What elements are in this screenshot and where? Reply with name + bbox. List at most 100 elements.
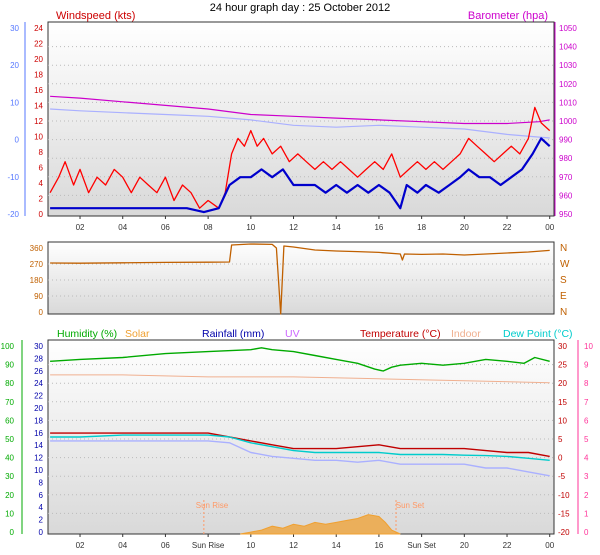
barometer-series xyxy=(50,95,550,125)
temp-x-tick-label: 16 xyxy=(374,541,383,550)
barometer-tick-label: 970 xyxy=(559,173,573,182)
temperature-tick-label: -15 xyxy=(558,509,570,518)
temperature-panel xyxy=(47,339,555,535)
windspeed-tick-label: 6 xyxy=(39,164,44,173)
wind-x-tick-label: 00 xyxy=(545,223,554,232)
rainfall-tick-label: 24 xyxy=(34,379,43,388)
direction-tick-label: 0 xyxy=(39,308,44,317)
direction-tick-label: 90 xyxy=(34,292,43,301)
legend-label-humidity: Humidity (%) xyxy=(57,328,117,340)
temperature-tick-label: -5 xyxy=(558,472,566,481)
temperature-tick-label: 25 xyxy=(558,361,567,370)
wind-x-tick-label: 22 xyxy=(503,223,512,232)
barometer-tick-label: 1040 xyxy=(559,43,577,52)
outer-right-tick-label: 4 xyxy=(584,454,589,463)
barometer-tick-label: 1030 xyxy=(559,61,577,70)
wind-outer-left-tick-label: 10 xyxy=(10,98,19,107)
humidity-tick-label: 30 xyxy=(5,472,14,481)
solar-series xyxy=(240,514,401,535)
temp-x-tick-label: 12 xyxy=(289,541,298,550)
legend-label-dew_point: Dew Point (°C) xyxy=(503,328,573,340)
humidity-tick-label: 0 xyxy=(10,528,15,537)
legend-label-temperature: Temperature (°C) xyxy=(360,328,441,340)
outer-right-tick-label: 6 xyxy=(584,416,589,425)
rainfall-tick-label: 26 xyxy=(34,367,43,376)
rainfall-tick-label: 8 xyxy=(39,478,44,487)
rainfall-tick-label: 18 xyxy=(34,416,43,425)
temperature-tick-label: 15 xyxy=(558,398,567,407)
outer-right-tick-label: 8 xyxy=(584,379,589,388)
wind-outer-left-tick-label: 30 xyxy=(10,24,19,33)
compass-tick-label: N xyxy=(560,243,567,254)
windspeed-tick-label: 8 xyxy=(39,148,44,157)
rainfall-tick-label: 30 xyxy=(34,342,43,351)
outer-right-tick-label: 5 xyxy=(584,435,589,444)
chart-title: 24 hour graph day : 25 October 2012 xyxy=(210,2,390,14)
windspeed-tick-label: 4 xyxy=(39,179,44,188)
temp-x-tick-label: Sun Set xyxy=(407,541,436,550)
humidity-tick-label: 10 xyxy=(5,509,14,518)
temp-x-tick-label: 14 xyxy=(332,541,341,550)
temp-x-tick-label: 06 xyxy=(161,541,170,550)
outer-right-tick-label: 7 xyxy=(584,398,589,407)
uv-series xyxy=(50,440,550,477)
wind-x-tick-label: 14 xyxy=(332,223,341,232)
humidity-series xyxy=(50,347,550,372)
rainfall-tick-label: 12 xyxy=(34,454,43,463)
temp-x-tick-label: 20 xyxy=(460,541,469,550)
humidity-tick-label: 50 xyxy=(5,435,14,444)
barometer-tick-label: 1050 xyxy=(559,24,577,33)
outer-right-tick-label: 3 xyxy=(584,472,589,481)
rainfall-tick-label: 28 xyxy=(34,354,43,363)
outer-right-tick-label: 0 xyxy=(584,528,589,537)
wind-direction-series xyxy=(50,243,550,315)
barometer-tick-label: 960 xyxy=(559,191,573,200)
legend-label-indoor: Indoor xyxy=(451,328,481,340)
compass-tick-label: S xyxy=(560,275,567,286)
rainfall-tick-label: 10 xyxy=(34,466,43,475)
humidity-tick-label: 60 xyxy=(5,416,14,425)
windspeed-tick-label: 24 xyxy=(34,24,43,33)
direction-panel xyxy=(47,241,555,315)
barometer-tick-label: 990 xyxy=(559,136,573,145)
direction-tick-label: 270 xyxy=(30,260,44,269)
humidity-tick-label: 100 xyxy=(1,342,15,351)
wind-x-tick-label: 20 xyxy=(460,223,469,232)
temperature-tick-label: 0 xyxy=(558,454,563,463)
rainfall-tick-label: 20 xyxy=(34,404,43,413)
wind-outer-left-tick-label: 0 xyxy=(15,136,20,145)
sun-rise-marker-label: Sun Rise xyxy=(196,501,229,510)
humidity-tick-label: 70 xyxy=(5,398,14,407)
temperature-tick-label: 30 xyxy=(558,342,567,351)
windspeed-tick-label: 12 xyxy=(34,117,43,126)
temperature-series xyxy=(50,432,550,458)
rainfall-tick-label: 22 xyxy=(34,392,43,401)
windspeed-average-series xyxy=(50,137,551,214)
barometer-tick-label: 1000 xyxy=(559,117,577,126)
windspeed-series xyxy=(49,106,551,209)
wind-x-tick-label: 06 xyxy=(161,223,170,232)
wind-x-tick-label: 02 xyxy=(76,223,85,232)
temp-x-tick-label: 04 xyxy=(118,541,127,550)
legend-label-solar: Solar xyxy=(125,328,150,340)
wind-outer-left-tick-label: -10 xyxy=(7,173,19,182)
rainfall-tick-label: 4 xyxy=(39,503,44,512)
direction-tick-label: 360 xyxy=(30,244,44,253)
temperature-tick-label: -20 xyxy=(558,528,570,537)
outer-right-tick-label: 2 xyxy=(584,491,589,500)
barometer-label: Barometer (hpa) xyxy=(468,10,548,22)
humidity-tick-label: 40 xyxy=(5,454,14,463)
temp-x-tick-label: 22 xyxy=(503,541,512,550)
wind-outer-left-tick-label: 20 xyxy=(10,61,19,70)
windspeed-tick-label: 0 xyxy=(39,210,44,219)
windspeed-tick-label: 16 xyxy=(34,86,43,95)
sun-set-marker-label: Sun Set xyxy=(396,501,425,510)
temp-x-tick-label: 02 xyxy=(76,541,85,550)
temperature-tick-label: -10 xyxy=(558,491,570,500)
temp-x-tick-label: 00 xyxy=(545,541,554,550)
barometer-tick-label: 1020 xyxy=(559,80,577,89)
temp-x-tick-label: Sun Rise xyxy=(192,541,225,550)
rainfall-tick-label: 2 xyxy=(39,516,44,525)
compass-tick-label: E xyxy=(560,291,567,302)
